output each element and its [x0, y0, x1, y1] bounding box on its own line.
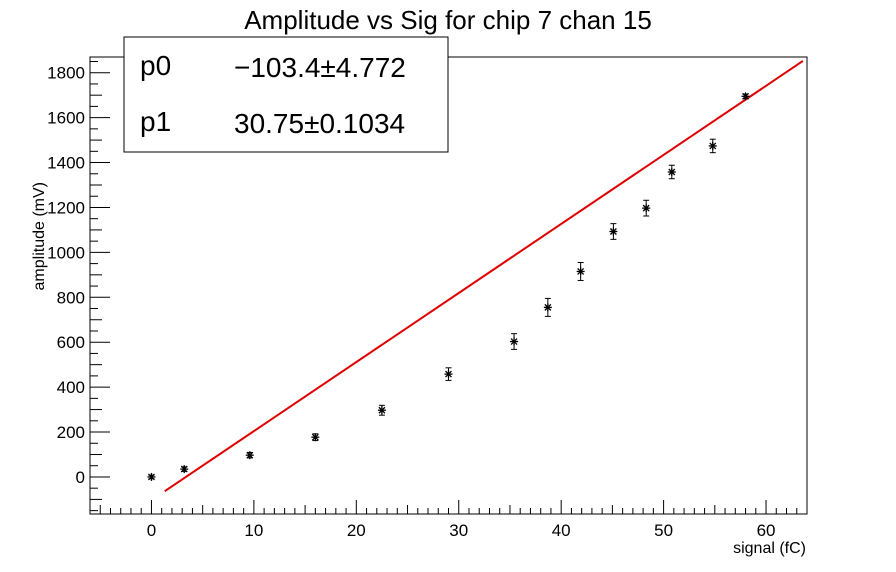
marker-stroke: [742, 92, 750, 100]
data-point: [642, 199, 651, 217]
x-tick-label: 50: [654, 521, 673, 540]
y-tick-label: 1400: [47, 154, 85, 173]
stats-p1-mean: 30.75: [234, 108, 304, 139]
stats-p0-name: p0: [140, 50, 171, 81]
x-tick-label: 30: [449, 521, 468, 540]
marker-stroke: [180, 465, 188, 473]
y-tick-label: 1000: [47, 243, 85, 262]
chart-title: Amplitude vs Sig for chip 7 chan 15: [244, 5, 652, 35]
marker-stroke: [544, 303, 552, 311]
marker-stroke: [668, 168, 676, 176]
x-tick-label: 20: [347, 521, 366, 540]
data-point: [311, 433, 320, 442]
marker-stroke: [709, 142, 717, 150]
data-point: [180, 465, 189, 474]
marker-stroke: [510, 338, 518, 345]
y-tick-label: 1600: [47, 109, 85, 128]
data-point: [708, 138, 717, 154]
y-tick-label: 600: [57, 333, 85, 352]
x-tick-label: 0: [147, 521, 156, 540]
stats-box-frame: [123, 36, 449, 153]
data-point: [245, 451, 254, 460]
y-tick-label: 400: [57, 378, 85, 397]
stats-p1-name: p1: [140, 106, 171, 137]
marker-stroke: [609, 228, 617, 235]
stats-p0-pm: ±: [320, 52, 335, 83]
data-point: [510, 333, 519, 350]
data-point: [377, 404, 386, 416]
y-axis: 0 200 400 600 800 1000 1200 1400 1600 1800: [47, 60, 110, 512]
fit-line: [164, 60, 804, 493]
marker-stroke: [311, 433, 319, 441]
x-tick-label: 40: [552, 521, 571, 540]
marker-stroke: [147, 473, 155, 481]
data-point: [543, 297, 552, 317]
stats-p1-pm: ±: [304, 108, 319, 139]
y-tick-label: 0: [76, 468, 85, 487]
fit-stats-box: p0 −103.4±4.772 p1 30.75±0.1034: [123, 36, 449, 153]
fit-line-layer: [164, 60, 804, 493]
data-point: [147, 472, 156, 481]
stats-p1-error: 0.1034: [319, 108, 405, 139]
y-tick-label: 1800: [47, 64, 85, 83]
data-point: [444, 367, 453, 381]
data-point: [667, 164, 676, 180]
marker-stroke: [642, 204, 650, 212]
data-point: [609, 223, 618, 240]
stats-p1-value: 30.75±0.1034: [234, 108, 405, 139]
stats-p0-mean: −103.4: [234, 52, 320, 83]
x-axis-label: signal (fC): [733, 540, 806, 557]
stats-p0-error: 4.772: [336, 52, 406, 83]
data-point: [741, 92, 750, 101]
x-tick-label: 60: [757, 521, 776, 540]
y-tick-label: 200: [57, 423, 85, 442]
marker-stroke: [577, 268, 585, 275]
x-tick-label: 10: [244, 521, 263, 540]
data-point: [576, 261, 585, 281]
y-tick-label: 1200: [47, 198, 85, 217]
data-points-layer: [147, 92, 750, 481]
marker-stroke: [378, 406, 386, 414]
stats-p0-value: −103.4±4.772: [234, 52, 406, 83]
y-axis-label: amplitude (mV): [31, 182, 48, 290]
x-axis: 0 10 20 30 40 50 60: [99, 500, 798, 540]
marker-stroke: [246, 451, 254, 459]
marker-stroke: [445, 370, 452, 378]
y-tick-label: 800: [57, 288, 85, 307]
